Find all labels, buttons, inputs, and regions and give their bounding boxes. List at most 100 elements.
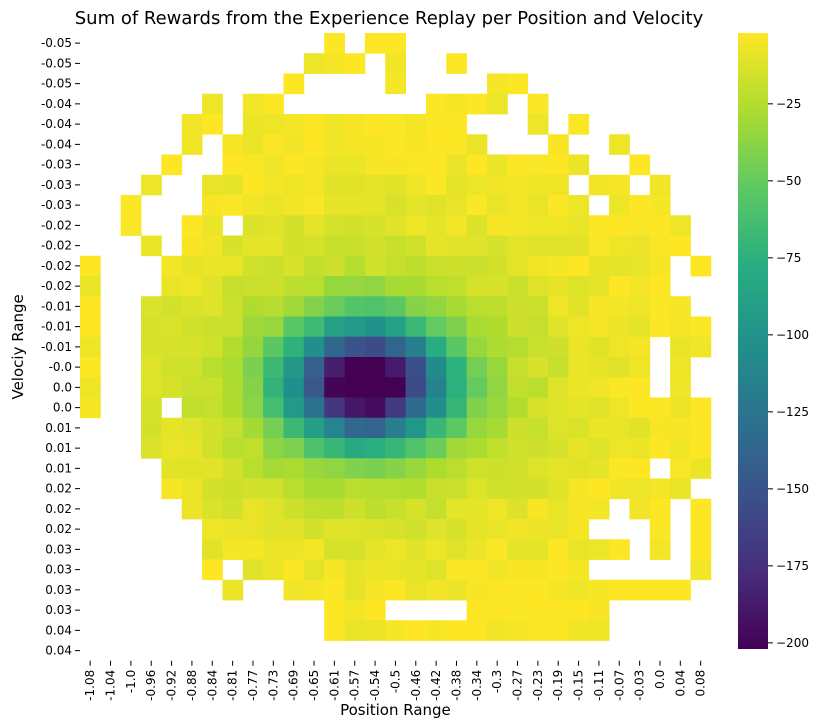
heatmap-cell xyxy=(588,600,610,621)
heatmap-cell xyxy=(446,93,468,115)
heatmap-cell xyxy=(283,498,305,520)
heatmap-cell xyxy=(364,174,386,196)
heatmap-cell xyxy=(548,174,569,196)
heatmap-cell xyxy=(527,276,549,297)
y-tick-label: -0.02 xyxy=(41,279,72,293)
heatmap-cell xyxy=(324,215,345,236)
heatmap-cell xyxy=(466,397,488,419)
heatmap-cell xyxy=(181,438,203,459)
heatmap-cell xyxy=(202,174,223,196)
colorbar-gradient xyxy=(738,33,768,649)
heatmap-cell xyxy=(649,235,671,257)
heatmap-cell xyxy=(568,316,590,338)
heatmap-cell xyxy=(527,559,549,581)
heatmap-cell xyxy=(527,397,549,419)
heatmap-cell xyxy=(385,397,406,419)
x-tick-label: 0.0 xyxy=(653,670,667,689)
heatmap-cell xyxy=(385,498,406,520)
heatmap-cell xyxy=(324,458,345,479)
heatmap-cell xyxy=(181,478,203,500)
heatmap-cell xyxy=(324,519,345,540)
heatmap-cell xyxy=(242,316,264,338)
heatmap-cell xyxy=(161,478,183,500)
heatmap-cell xyxy=(609,316,630,338)
heatmap-cell xyxy=(344,438,366,459)
heatmap-cell xyxy=(487,276,508,297)
heatmap-cell xyxy=(487,154,508,176)
heatmap-cell xyxy=(405,195,427,216)
heatmap-cell xyxy=(548,296,569,317)
heatmap-cell xyxy=(344,195,366,216)
x-tick-label: -0.38 xyxy=(449,670,463,701)
y-tick-label: -0.03 xyxy=(41,158,72,172)
heatmap-cell xyxy=(364,235,386,257)
heatmap-cell xyxy=(425,539,447,560)
heatmap-cell xyxy=(487,458,508,479)
heatmap-cell xyxy=(263,539,284,560)
heatmap-cell xyxy=(303,539,325,560)
heatmap-cell xyxy=(303,195,325,216)
heatmap-cell xyxy=(324,539,345,560)
heatmap-cell xyxy=(507,316,529,338)
x-tick-label: -0.92 xyxy=(165,670,179,701)
heatmap-cell xyxy=(527,600,549,621)
heatmap-cell xyxy=(568,600,590,621)
heatmap-cell xyxy=(141,235,162,257)
y-tick-label: 0.03 xyxy=(45,563,72,577)
heatmap-cell xyxy=(405,519,427,540)
x-tick-label: -0.81 xyxy=(226,670,240,701)
heatmap-cell xyxy=(609,276,630,297)
heatmap-cell xyxy=(446,53,468,74)
heatmap-cell xyxy=(364,539,386,560)
heatmap-cell xyxy=(161,316,183,338)
heatmap-cell xyxy=(263,235,284,257)
heatmap-cell xyxy=(588,296,610,317)
heatmap-cell xyxy=(487,316,508,338)
heatmap-cell xyxy=(507,195,529,216)
heatmap-cell xyxy=(548,600,569,621)
heatmap-cell xyxy=(629,255,651,277)
heatmap-cell xyxy=(629,154,651,176)
heatmap-cell xyxy=(344,397,366,419)
heatmap-cell xyxy=(425,559,447,581)
heatmap-cell xyxy=(222,498,244,520)
heatmap-cell xyxy=(222,195,244,216)
x-tick-label: 0.08 xyxy=(694,670,708,697)
heatmap-cell xyxy=(385,215,406,236)
heatmap-cell xyxy=(588,458,610,479)
heatmap-cell xyxy=(588,336,610,358)
heatmap-cell xyxy=(405,357,427,378)
heatmap-cell xyxy=(588,539,610,560)
heatmap-cell xyxy=(425,134,447,155)
heatmap-cell xyxy=(527,215,549,236)
heatmap-cell xyxy=(405,114,427,135)
heatmap-cell xyxy=(385,539,406,560)
heatmap-cell xyxy=(609,377,630,398)
heatmap-cell xyxy=(181,235,203,257)
heatmap-cell xyxy=(344,154,366,176)
heatmap-cell xyxy=(446,458,468,479)
heatmap-cell xyxy=(568,377,590,398)
x-tick-label: -1.08 xyxy=(83,670,97,701)
heatmap-cell xyxy=(507,620,529,641)
x-tick-label: -0.57 xyxy=(348,670,362,701)
heatmap-cell xyxy=(385,417,406,439)
heatmap-cell xyxy=(181,336,203,358)
heatmap-cell xyxy=(242,478,264,500)
heatmap-cell xyxy=(425,478,447,500)
y-tick-label: -0.02 xyxy=(41,218,72,232)
heatmap-cell xyxy=(364,600,386,621)
heatmap-cell xyxy=(405,134,427,155)
heatmap-cell xyxy=(446,498,468,520)
heatmap-cell xyxy=(568,438,590,459)
heatmap-cell xyxy=(303,579,325,601)
colorbar-tick-label: −25 xyxy=(776,97,801,111)
heatmap-cell xyxy=(385,154,406,176)
x-tick-label: -1.0 xyxy=(124,670,138,693)
x-tick-label: -0.34 xyxy=(470,670,484,701)
heatmap-cell xyxy=(242,539,264,560)
heatmap-cell xyxy=(629,478,651,500)
heatmap-cell xyxy=(548,215,569,236)
heatmap-cell xyxy=(181,397,203,419)
